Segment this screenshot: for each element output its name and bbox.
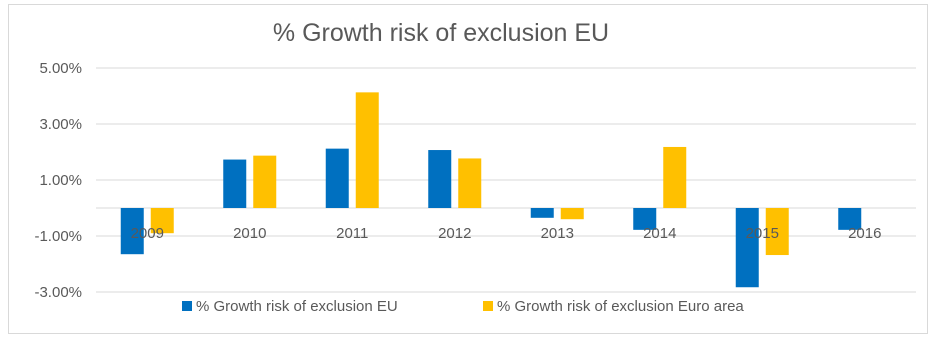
x-tick-label: 2009 (131, 225, 164, 242)
y-axis-ticks: 5.00% 3.00% 1.00% -1.00% -3.00% (34, 60, 82, 301)
bar-eu-2010 (223, 159, 247, 208)
legend-label: % Growth risk of exclusion EU (196, 298, 398, 315)
bar-eu-2012 (428, 150, 452, 208)
bar-euro-area-2015 (765, 208, 789, 256)
legend-swatch (483, 301, 493, 311)
bar-eu-2009 (120, 208, 144, 255)
y-tick-label: -1.00% (34, 228, 82, 245)
bar-euro-area-2014 (663, 146, 687, 208)
y-tick-label: 3.00% (39, 116, 82, 133)
bar-euro-area-2009 (150, 208, 174, 234)
x-tick-label: 2013 (541, 225, 574, 242)
bars (120, 92, 862, 288)
legend-swatch (182, 301, 192, 311)
bar-euro-area-2011 (355, 92, 379, 208)
y-tick-label: -3.00% (34, 284, 82, 301)
x-tick-label: 2010 (233, 225, 266, 242)
bar-euro-area-2013 (560, 208, 584, 220)
x-tick-label: 2012 (438, 225, 471, 242)
x-tick-label: 2015 (746, 225, 779, 242)
bar-eu-2016 (838, 208, 862, 230)
x-axis-ticks: 2009 2010 2011 2012 2013 2014 2015 2016 (131, 225, 882, 242)
x-tick-label: 2016 (848, 225, 881, 242)
x-tick-label: 2011 (336, 225, 368, 242)
x-tick-label: 2014 (643, 225, 676, 242)
legend: % Growth risk of exclusion EU % Growth ri… (182, 298, 744, 315)
bar-eu-2011 (325, 148, 349, 208)
chart-title: % Growth risk of exclusion EU (273, 19, 609, 47)
legend-label: % Growth risk of exclusion Euro area (497, 298, 744, 315)
bar-euro-area-2012 (458, 158, 482, 208)
gridlines (96, 67, 916, 293)
bar-euro-area-2010 (253, 155, 277, 208)
bar-eu-2014 (633, 208, 657, 230)
y-tick-label: 5.00% (39, 60, 82, 77)
bar-eu-2015 (735, 208, 759, 288)
y-tick-label: 1.00% (39, 172, 82, 189)
bar-eu-2013 (530, 208, 554, 218)
